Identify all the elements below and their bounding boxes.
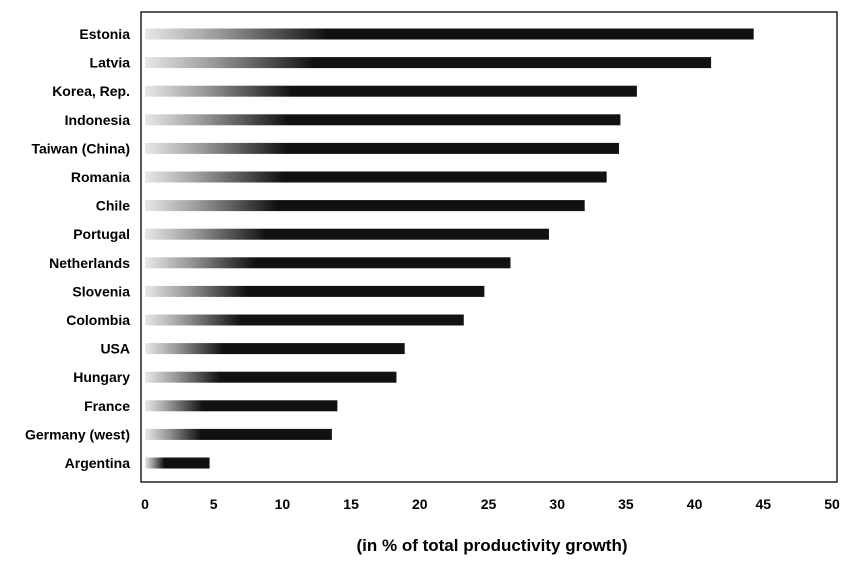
- x-tick-label: 20: [412, 496, 428, 512]
- bar-korea-rep: [145, 85, 637, 97]
- category-label: Korea, Rep.: [52, 83, 130, 99]
- category-label: Argentina: [65, 455, 131, 471]
- category-label: USA: [100, 341, 130, 357]
- bar-usa: [145, 343, 405, 355]
- x-tick-label: 50: [824, 496, 840, 512]
- bar-argentina: [145, 457, 210, 469]
- category-label: Slovenia: [72, 283, 130, 299]
- category-label: Latvia: [90, 55, 131, 71]
- bar-taiwan-china: [145, 142, 620, 154]
- category-label: Romania: [71, 169, 130, 185]
- bar-chile: [145, 200, 585, 212]
- bar-estonia: [145, 28, 754, 40]
- x-tick-label: 30: [549, 496, 565, 512]
- x-tick-label: 40: [687, 496, 703, 512]
- category-label: Chile: [96, 198, 130, 214]
- category-label: Portugal: [73, 226, 130, 242]
- bars-group: [145, 28, 754, 469]
- x-tick-label: 10: [275, 496, 291, 512]
- bar-germany-west: [145, 428, 332, 440]
- bar-netherlands: [145, 257, 511, 269]
- bar-hungary: [145, 371, 397, 383]
- x-tick-label: 35: [618, 496, 634, 512]
- bar-latvia: [145, 57, 712, 69]
- bar-france: [145, 400, 338, 412]
- x-tick-label: 15: [343, 496, 359, 512]
- category-label: Taiwan (China): [31, 140, 130, 156]
- category-label: Netherlands: [49, 255, 130, 271]
- x-tick-label: 5: [210, 496, 218, 512]
- category-label: Hungary: [73, 369, 130, 385]
- category-label: Colombia: [66, 312, 130, 328]
- category-label: Germany (west): [25, 426, 130, 442]
- bar-indonesia: [145, 114, 621, 126]
- x-tick-label: 25: [481, 496, 497, 512]
- x-tick-label: 45: [756, 496, 772, 512]
- x-tick-label: 0: [141, 496, 149, 512]
- bar-romania: [145, 171, 607, 183]
- bar-slovenia: [145, 285, 485, 297]
- x-axis-label: (in % of total productivity growth): [356, 536, 627, 555]
- category-label: Estonia: [79, 26, 130, 42]
- plot-frame: [140, 11, 838, 483]
- category-label: France: [84, 398, 130, 414]
- bar-portugal: [145, 228, 549, 240]
- category-labels: Estonia Latvia Korea, Rep. Indonesia Taiwan …: [25, 26, 130, 471]
- x-tick-labels: 0 5 10 15 20 25 30 35 40 45 50: [141, 496, 840, 512]
- bar-colombia: [145, 314, 464, 326]
- category-label: Indonesia: [65, 112, 131, 128]
